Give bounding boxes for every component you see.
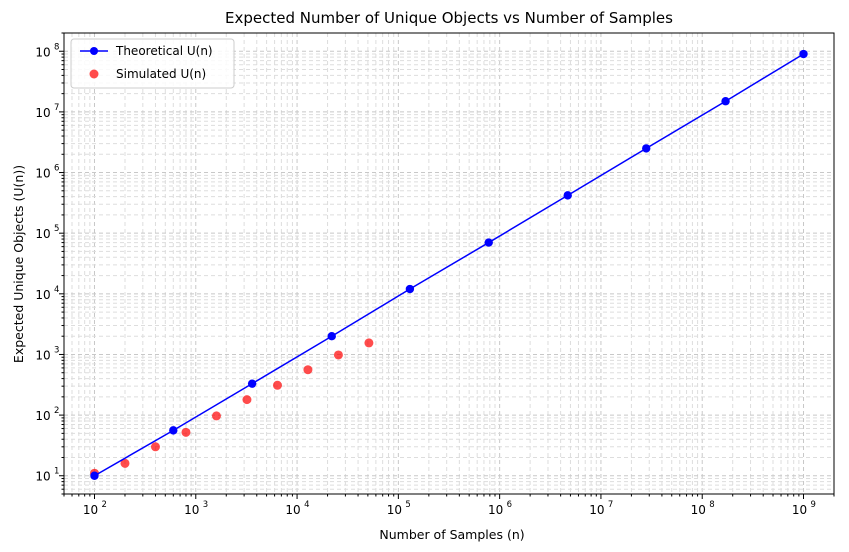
y-tick-exponent: 7 [54, 103, 59, 113]
legend-label-simulated: Simulated U(n) [116, 67, 206, 81]
x-axis-label: Number of Samples (n) [379, 527, 524, 542]
y-tick-label: 10 [35, 106, 50, 120]
y-tick-label: 10 [35, 348, 50, 362]
theoretical-point [405, 284, 415, 294]
x-tick-label: 10 [589, 503, 604, 517]
legend-box [70, 38, 235, 89]
simulated-point [181, 427, 191, 437]
x-tick-exponent: 4 [304, 500, 309, 510]
x-tick-exponent: 2 [101, 500, 106, 510]
y-tick-exponent: 3 [54, 345, 59, 355]
simulated-point [364, 338, 374, 348]
y-tick-label: 10 [35, 227, 50, 241]
y-tick-label: 10 [35, 167, 50, 181]
y-tick-label: 10 [35, 288, 50, 302]
theoretical-point [563, 191, 572, 200]
y-tick-label: 10 [35, 470, 50, 484]
x-tick-label: 10 [387, 503, 402, 517]
y-tick-exponent: 6 [54, 164, 59, 174]
theoretical-point [327, 332, 336, 341]
theoretical-point [247, 379, 257, 388]
x-tick-exponent: 8 [709, 500, 714, 510]
y-tick-label: 10 [35, 45, 50, 59]
simulated-point [242, 395, 252, 405]
x-tick-exponent: 6 [507, 500, 512, 510]
y-axis: 10 1 10 2 10 3 10 4 10 5 10 6 10 7 10 8 [35, 32, 64, 495]
x-tick-label: 10 [488, 503, 503, 517]
grid [63, 32, 835, 495]
theoretical-point [799, 49, 808, 59]
y-tick-exponent: 2 [54, 406, 59, 416]
y-tick-exponent: 4 [54, 285, 59, 295]
x-tick-exponent: 3 [203, 500, 208, 510]
x-axis: 10 2 10 3 10 4 10 5 10 6 10 7 10 8 10 9 [63, 494, 835, 517]
x-tick-label: 10 [83, 503, 98, 517]
series-layer [89, 49, 808, 480]
theoretical-line [94, 53, 804, 477]
plot-frame [63, 32, 835, 495]
x-tick-exponent: 5 [405, 500, 410, 510]
simulated-point [333, 350, 343, 360]
x-tick-label: 10 [691, 503, 706, 517]
x-tick-label: 10 [184, 503, 199, 517]
y-axis-label: Expected Unique Objects (U(n)) [11, 165, 26, 363]
theoretical-point [721, 97, 730, 106]
x-tick-label: 10 [792, 503, 807, 517]
x-tick-exponent: 7 [608, 500, 613, 510]
theoretical-point [169, 426, 178, 435]
legend-marker-simulated [89, 69, 99, 79]
legend: Theoretical U(n) Simulated U(n) [70, 38, 235, 89]
x-tick-exponent: 9 [811, 500, 816, 510]
simulated-point [303, 365, 313, 375]
theoretical-point [484, 238, 493, 247]
legend-label-theoretical: Theoretical U(n) [115, 44, 213, 58]
simulated-point [120, 458, 130, 468]
legend-marker-theoretical [90, 47, 98, 55]
y-tick-exponent: 8 [54, 42, 59, 52]
simulated-point [211, 411, 221, 421]
chart-title: Expected Number of Unique Objects vs Num… [225, 9, 673, 27]
simulated-point [272, 380, 282, 390]
y-tick-exponent: 1 [54, 467, 59, 477]
theoretical-point [90, 471, 99, 480]
x-tick-label: 10 [285, 503, 300, 517]
simulated-point [150, 442, 160, 452]
y-tick-exponent: 5 [54, 224, 59, 234]
y-tick-label: 10 [35, 409, 50, 423]
theoretical-point [642, 144, 651, 153]
